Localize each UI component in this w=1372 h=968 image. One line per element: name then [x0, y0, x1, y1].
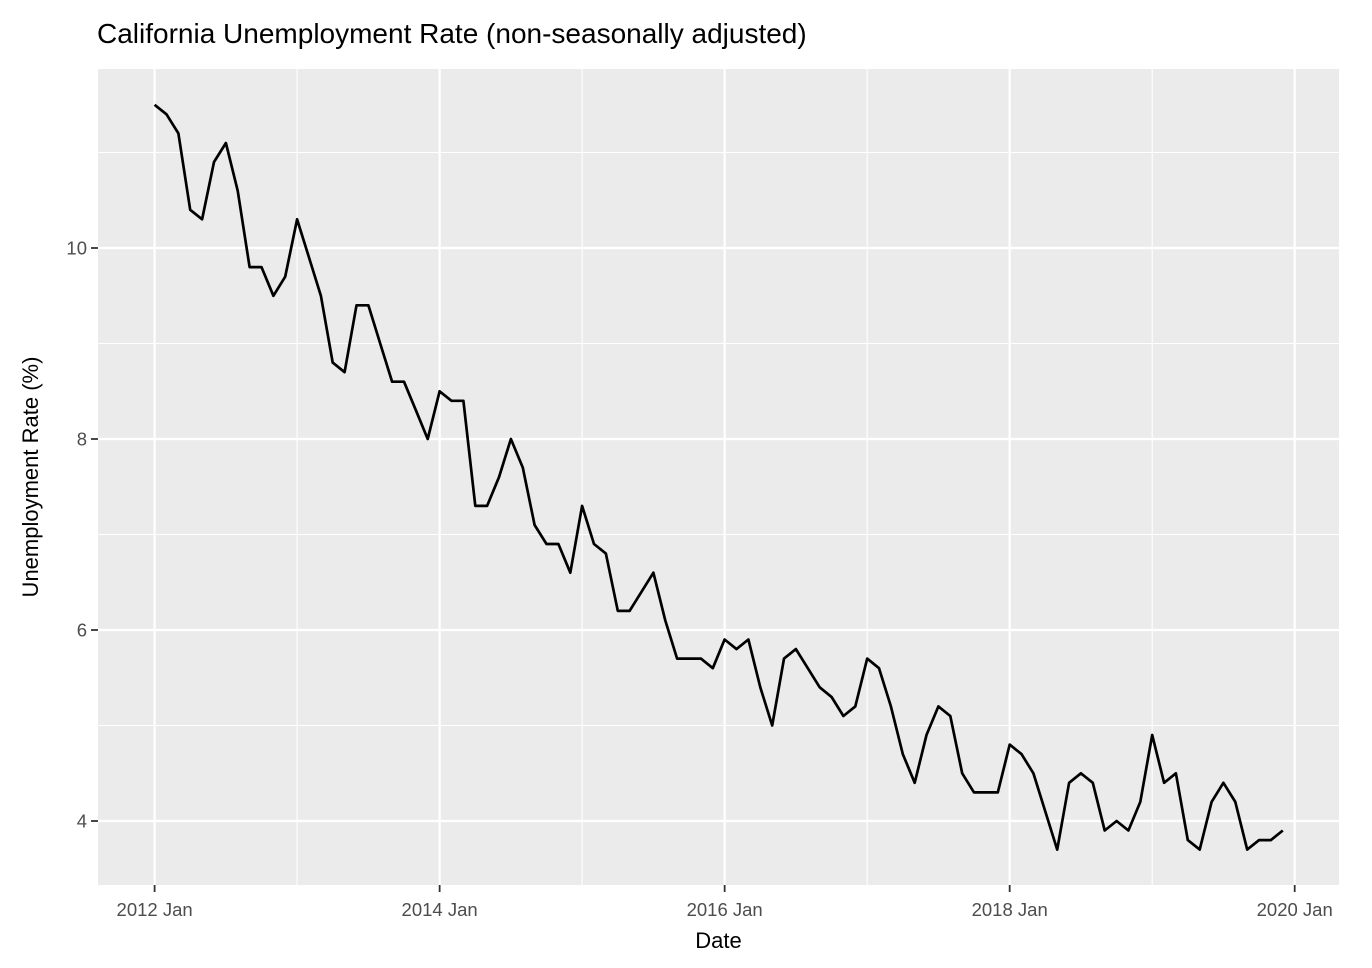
chart-title: California Unemployment Rate (non-season…: [97, 18, 807, 49]
y-tick-label: 8: [77, 429, 87, 450]
y-tick-label: 10: [66, 238, 87, 259]
x-tick-label: 2016 Jan: [687, 899, 763, 920]
chart-panel: [98, 69, 1339, 885]
x-tick-label: 2020 Jan: [1257, 899, 1333, 920]
series-line: [153, 103, 1284, 851]
y-tick-label: 6: [77, 620, 87, 641]
x-tick-label: 2018 Jan: [972, 899, 1048, 920]
y-tick-label: 4: [77, 811, 87, 832]
y-axis-title: Unemployment Rate (%): [18, 357, 43, 598]
x-tick-label: 2012 Jan: [117, 899, 193, 920]
x-axis-title: Date: [695, 928, 741, 953]
x-tick-label: 2014 Jan: [402, 899, 478, 920]
